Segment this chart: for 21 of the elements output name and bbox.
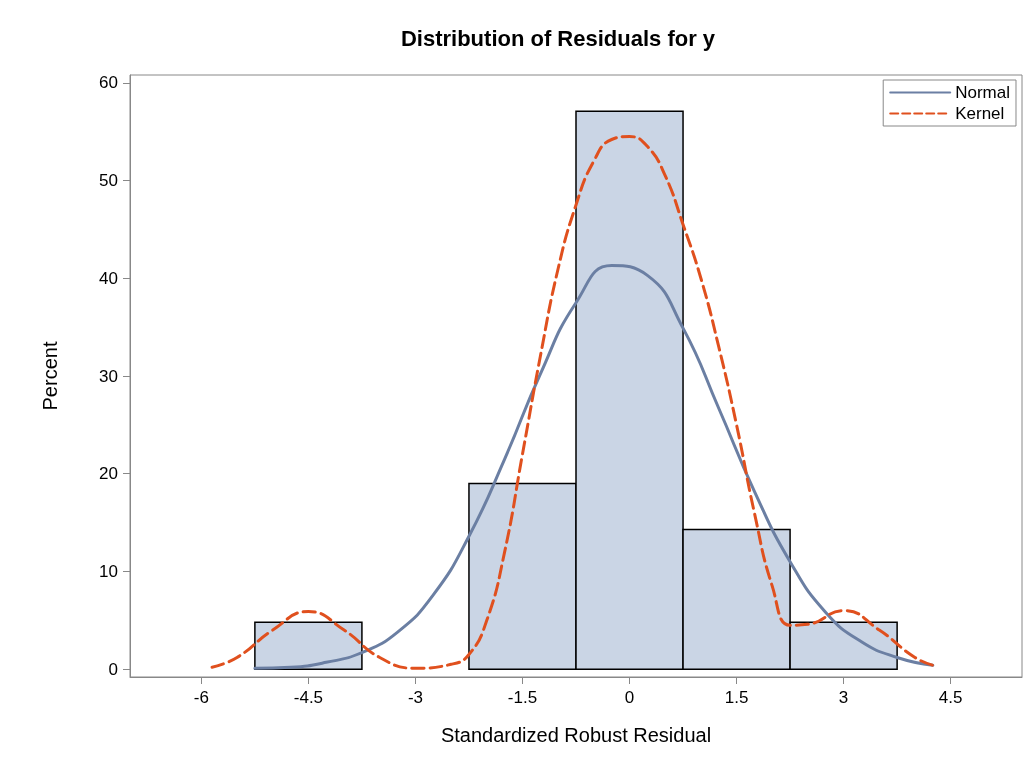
chart-title: Distribution of Residuals for y: [400, 25, 716, 51]
x-tick-label: 4.5: [938, 688, 963, 707]
x-axis-title: Standardized Robust Residual: [440, 724, 712, 746]
x-tick-label: 1.5: [724, 688, 749, 707]
x-tick-label: -3: [407, 688, 423, 707]
line-series: [253, 264, 935, 670]
x-tick-label: -4.5: [293, 688, 324, 707]
y-tick-label: 20: [99, 464, 118, 484]
y-tick-label: 50: [99, 171, 118, 191]
x-tick-label: -1.5: [507, 688, 538, 707]
y-tick-label: 30: [99, 366, 118, 386]
x-tick-label: -6: [193, 688, 209, 707]
x-tick-label: 3: [838, 688, 849, 707]
y-axis-title: Percent: [39, 341, 61, 411]
y-tick-label: 60: [99, 73, 118, 93]
legend-label: Normal: [955, 83, 1011, 102]
y-tick-label: 40: [99, 268, 118, 288]
x-tick-label: 0: [624, 688, 635, 707]
y-tick-label: 0: [108, 659, 118, 679]
legend-label: Kernel: [955, 104, 1005, 123]
y-tick-label: 10: [99, 561, 118, 581]
